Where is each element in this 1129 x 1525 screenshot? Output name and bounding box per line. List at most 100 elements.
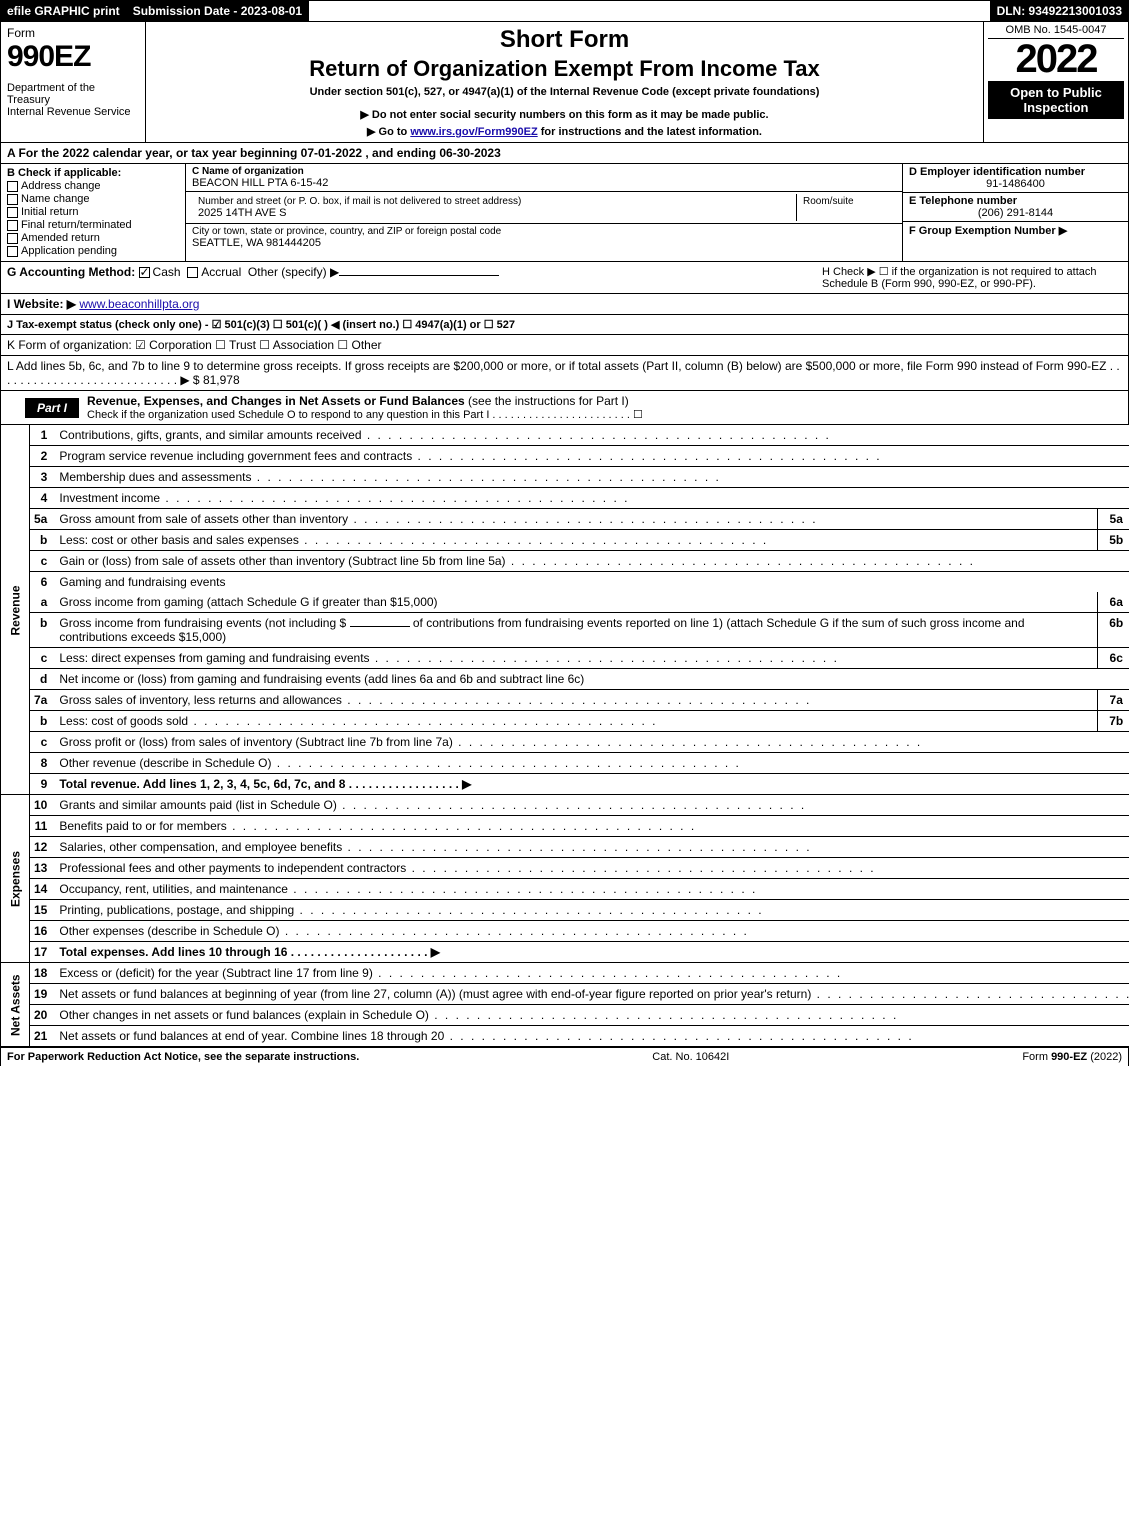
ln-16: 16 bbox=[30, 921, 56, 942]
desc-11: Benefits paid to or for members bbox=[59, 819, 226, 833]
ln-6: 6 bbox=[30, 572, 56, 593]
desc-17: Total expenses. Add lines 10 through 16 … bbox=[59, 945, 440, 959]
line-1: Revenue 1 Contributions, gifts, grants, … bbox=[1, 425, 1129, 446]
dln-cell: DLN: 93492213001033 bbox=[991, 1, 1128, 21]
line-6: 6 Gaming and fundraising events bbox=[1, 572, 1129, 593]
street-label: Number and street (or P. O. box, if mail… bbox=[198, 196, 790, 207]
chk-address-change[interactable]: Address change bbox=[7, 180, 179, 192]
ln-19: 19 bbox=[30, 984, 56, 1005]
line-7c: c Gross profit or (loss) from sales of i… bbox=[1, 732, 1129, 753]
line-3: 3 Membership dues and assessments 3 499 bbox=[1, 467, 1129, 488]
desc-14: Occupancy, rent, utilities, and maintena… bbox=[59, 882, 288, 896]
desc-6c: Less: direct expenses from gaming and fu… bbox=[59, 651, 369, 665]
main-title: Return of Organization Exempt From Incom… bbox=[152, 56, 977, 82]
part-1-check-line: Check if the organization used Schedule … bbox=[87, 408, 1120, 421]
dept-line-1: Department of the Treasury bbox=[7, 82, 139, 106]
netassets-side-label: Net Assets bbox=[1, 963, 30, 1047]
line-6c: c Less: direct expenses from gaming and … bbox=[1, 648, 1129, 669]
ln-12: 12 bbox=[30, 837, 56, 858]
chk-cash[interactable] bbox=[139, 267, 150, 278]
footer-center: Cat. No. 10642I bbox=[359, 1051, 1022, 1063]
part-1-title: Revenue, Expenses, and Changes in Net As… bbox=[79, 391, 1128, 424]
ln-3: 3 bbox=[30, 467, 56, 488]
desc-5b: Less: cost or other basis and sales expe… bbox=[59, 533, 298, 547]
desc-8: Other revenue (describe in Schedule O) bbox=[59, 756, 271, 770]
box-e-label: E Telephone number bbox=[909, 195, 1122, 207]
city: SEATTLE, WA 981444205 bbox=[192, 237, 896, 249]
contrib-input[interactable] bbox=[350, 626, 410, 627]
line-11: 11 Benefits paid to or for members 11 bbox=[1, 816, 1129, 837]
form-word: Form bbox=[7, 26, 139, 40]
chk-accrual[interactable] bbox=[187, 267, 198, 278]
desc-9: Total revenue. Add lines 1, 2, 3, 4, 5c,… bbox=[59, 777, 471, 791]
line-14: 14 Occupancy, rent, utilities, and maint… bbox=[1, 879, 1129, 900]
desc-7c: Gross profit or (loss) from sales of inv… bbox=[59, 735, 452, 749]
part-1-label: Part I bbox=[25, 398, 79, 418]
ln-17: 17 bbox=[30, 942, 56, 963]
box-b: B Check if applicable: Address change Na… bbox=[1, 164, 186, 261]
desc-3: Membership dues and assessments bbox=[59, 470, 251, 484]
desc-13: Professional fees and other payments to … bbox=[59, 861, 406, 875]
header-right: OMB No. 1545-0047 2022 Open to Public In… bbox=[983, 22, 1128, 142]
ln-5a: 5a bbox=[30, 509, 56, 530]
form-header: Form 990EZ Department of the Treasury In… bbox=[0, 22, 1129, 143]
ln-10: 10 bbox=[30, 795, 56, 816]
chk-name-change[interactable]: Name change bbox=[7, 193, 179, 205]
line-18: Net Assets 18 Excess or (deficit) for th… bbox=[1, 963, 1129, 984]
ln-4: 4 bbox=[30, 488, 56, 509]
footer-left: For Paperwork Reduction Act Notice, see … bbox=[7, 1051, 359, 1063]
ein: 91-1486400 bbox=[909, 178, 1122, 190]
chk-application-pending[interactable]: Application pending bbox=[7, 245, 179, 257]
chk-final-return[interactable]: Final return/terminated bbox=[7, 219, 179, 231]
line-5a: 5a Gross amount from sale of assets othe… bbox=[1, 509, 1129, 530]
desc-19: Net assets or fund balances at beginning… bbox=[59, 987, 811, 1001]
ln-5b: b bbox=[30, 530, 56, 551]
part-1-paren: (see the instructions for Part I) bbox=[465, 394, 629, 408]
desc-7a: Gross sales of inventory, less returns a… bbox=[59, 693, 342, 707]
irs-link[interactable]: www.irs.gov/Form990EZ bbox=[410, 126, 537, 138]
other-input[interactable] bbox=[339, 275, 499, 276]
footer-right-pre: Form bbox=[1022, 1051, 1051, 1063]
footer: For Paperwork Reduction Act Notice, see … bbox=[0, 1047, 1129, 1066]
org-name: BEACON HILL PTA 6-15-42 bbox=[192, 177, 896, 189]
ibox-5b: 5b bbox=[1097, 530, 1129, 551]
box-f-label: F Group Exemption Number ▶ bbox=[909, 224, 1122, 237]
row-k: K Form of organization: ☑ Corporation ☐ … bbox=[0, 335, 1129, 356]
spacer bbox=[309, 1, 990, 21]
line-12: 12 Salaries, other compensation, and emp… bbox=[1, 837, 1129, 858]
tax-year: 2022 bbox=[988, 39, 1124, 79]
org-name-block: C Name of organization BEACON HILL PTA 6… bbox=[186, 164, 902, 192]
desc-5a: Gross amount from sale of assets other t… bbox=[59, 512, 348, 526]
line-10: Expenses 10 Grants and similar amounts p… bbox=[1, 795, 1129, 816]
dept-line-2: Internal Revenue Service bbox=[7, 106, 139, 118]
chk-initial-return[interactable]: Initial return bbox=[7, 206, 179, 218]
header-center: Short Form Return of Organization Exempt… bbox=[146, 22, 983, 142]
room-label: Room/suite bbox=[803, 196, 890, 207]
org-name-label: C Name of organization bbox=[192, 166, 896, 177]
ibox-5a: 5a bbox=[1097, 509, 1129, 530]
ln-20: 20 bbox=[30, 1005, 56, 1026]
desc-5c: Gain or (loss) from sale of assets other… bbox=[59, 554, 505, 568]
line-7a: 7a Gross sales of inventory, less return… bbox=[1, 690, 1129, 711]
ln-9: 9 bbox=[30, 774, 56, 795]
footer-right-post: (2022) bbox=[1087, 1051, 1122, 1063]
section-bcdef: B Check if applicable: Address change Na… bbox=[0, 164, 1129, 262]
website-link[interactable]: www.beaconhillpta.org bbox=[79, 297, 199, 311]
row-g: G Accounting Method: Cash Accrual Other … bbox=[7, 265, 499, 279]
desc-4: Investment income bbox=[59, 491, 160, 505]
ln-7b: b bbox=[30, 711, 56, 732]
top-bar: efile GRAPHIC print Submission Date - 20… bbox=[0, 0, 1129, 22]
header-left: Form 990EZ Department of the Treasury In… bbox=[1, 22, 146, 142]
ln-11: 11 bbox=[30, 816, 56, 837]
chk-amended-return[interactable]: Amended return bbox=[7, 232, 179, 244]
other-label: Other (specify) ▶ bbox=[248, 265, 339, 279]
ln-6c: c bbox=[30, 648, 56, 669]
ibox-7a: 7a bbox=[1097, 690, 1129, 711]
ibox-6c: 6c bbox=[1097, 648, 1129, 669]
desc-15: Printing, publications, postage, and shi… bbox=[59, 903, 294, 917]
line-15: 15 Printing, publications, postage, and … bbox=[1, 900, 1129, 921]
line-13: 13 Professional fees and other payments … bbox=[1, 858, 1129, 879]
desc-6: Gaming and fundraising events bbox=[55, 572, 1129, 593]
row-g-h: G Accounting Method: Cash Accrual Other … bbox=[0, 262, 1129, 294]
revenue-side-label: Revenue bbox=[1, 425, 30, 795]
